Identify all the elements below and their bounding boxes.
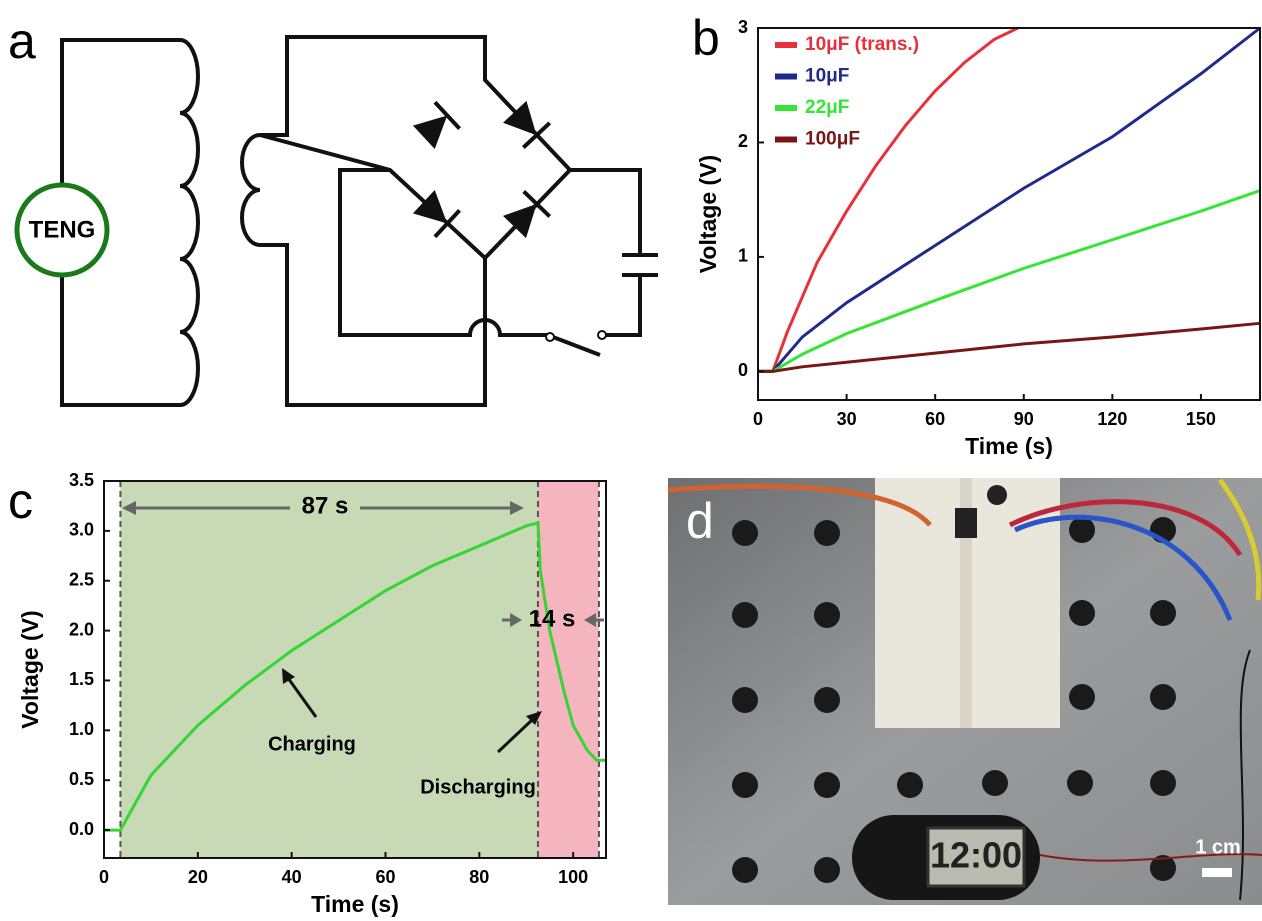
region [120, 481, 538, 858]
annotation: Discharging [420, 776, 536, 798]
data-line [758, 323, 1260, 371]
legend-label: 22μF [805, 97, 849, 118]
x-axis-label: Time (s) [965, 433, 1053, 459]
scale-bar [1202, 868, 1232, 877]
y-tick-label: 1.5 [69, 669, 94, 689]
x-tick-label: 20 [188, 867, 208, 887]
y-tick-label: 0.0 [69, 819, 94, 839]
x-tick-label: 150 [1186, 409, 1216, 429]
panel-letter: c [8, 473, 33, 529]
y-tick-label: 0 [738, 360, 748, 380]
x-tick-label: 30 [837, 409, 857, 429]
x-tick-label: 80 [469, 867, 489, 887]
panel-letter: b [692, 10, 720, 66]
y-tick-label: 1 [738, 246, 748, 266]
x-tick-label: 0 [753, 409, 763, 429]
y-tick-label: 2 [738, 131, 748, 151]
y-tick-label: 1.0 [69, 719, 94, 739]
x-tick-label: 90 [1014, 409, 1034, 429]
clock-display: 12:00 [930, 835, 1022, 876]
photo: 12:00 1 cm [668, 478, 1262, 905]
legend-label: 10μF (trans.) [805, 34, 919, 55]
panel-letter: a [8, 13, 36, 69]
x-tick-label: 60 [925, 409, 945, 429]
y-axis-label: Voltage (V) [695, 155, 721, 273]
source-label: TENG [29, 216, 96, 243]
y-tick-label: 3 [738, 17, 748, 37]
circuit: TENG [17, 37, 658, 405]
x-axis-label: Time (s) [311, 891, 399, 917]
annotation: 14 s [529, 605, 576, 632]
legend-label: 10μF [805, 66, 849, 87]
figure: TENG a b c 12:00 1 cm d 10μF (trans.) 10μ… [0, 0, 1262, 921]
x-tick-label: 0 [99, 867, 109, 887]
y-tick-label: 3.5 [69, 470, 94, 490]
y-tick-label: 2.0 [69, 619, 94, 639]
data-line [758, 28, 1018, 371]
panel-letter: d [686, 493, 714, 549]
y-axis-label: Voltage (V) [17, 610, 43, 728]
x-tick-label: 40 [282, 867, 302, 887]
x-tick-label: 120 [1097, 409, 1127, 429]
x-tick-label: 100 [558, 867, 588, 887]
y-tick-label: 0.5 [69, 769, 94, 789]
scale-bar-label: 1 cm [1195, 836, 1241, 858]
y-tick-label: 2.5 [69, 569, 94, 589]
annotation: Charging [268, 733, 356, 755]
legend-label: 100μF [805, 129, 860, 150]
x-tick-label: 60 [375, 867, 395, 887]
y-tick-label: 3.0 [69, 520, 94, 540]
annotation: 87 s [302, 492, 349, 519]
region [538, 481, 599, 858]
